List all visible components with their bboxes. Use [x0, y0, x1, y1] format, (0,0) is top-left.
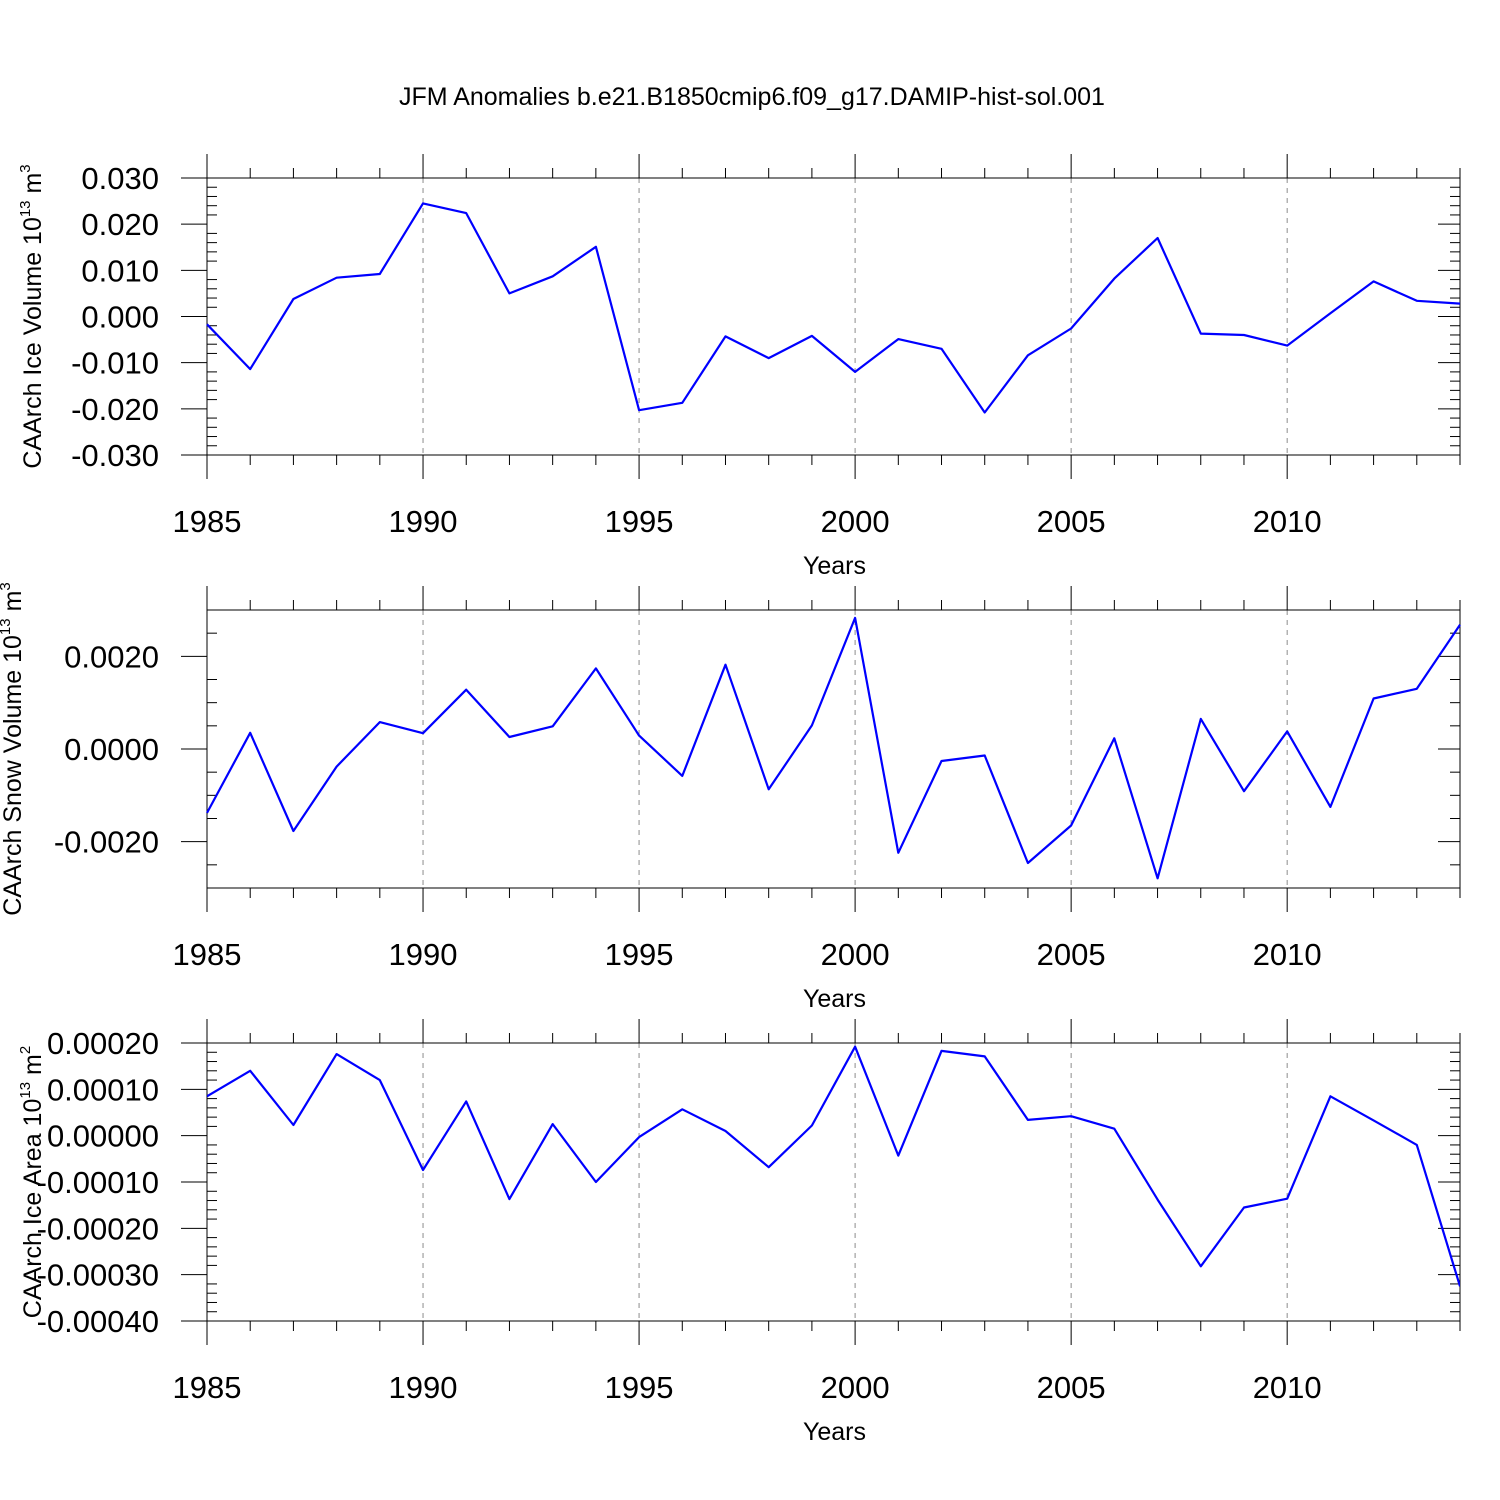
y-axis-title-unit: m [0, 591, 27, 619]
y-tick-label: 0.0020 [64, 639, 159, 674]
x-tick-label: 1995 [605, 1370, 674, 1405]
x-axis-title: Years [803, 985, 866, 1013]
y-tick-label: 0.00000 [47, 1119, 159, 1154]
series-line [206, 202, 1461, 414]
y-axis-title-unit-exp: 3 [0, 582, 14, 590]
plot-frame [206, 609, 1461, 889]
plot-frame [206, 177, 1461, 456]
x-tick-label: 2010 [1253, 504, 1322, 539]
y-axis-title-exp: 13 [17, 1082, 34, 1099]
figure-title: JFM Anomalies b.e21.B1850cmip6.f09_g17.D… [399, 83, 1105, 111]
y-tick-label: -0.00040 [37, 1304, 159, 1339]
y-tick-label: 0.0000 [64, 732, 159, 767]
y-axis-title-exp: 13 [0, 618, 14, 635]
x-tick-label: 1985 [173, 937, 242, 972]
x-tick-label: 1985 [173, 1370, 242, 1405]
x-tick-label: 1995 [605, 504, 674, 539]
y-axis-title-exp: 13 [17, 200, 34, 217]
y-tick-label: -0.0020 [54, 825, 159, 860]
y-tick-label: -0.030 [71, 438, 159, 473]
y-tick-label: 0.010 [81, 253, 159, 288]
x-tick-label: 2000 [821, 1370, 890, 1405]
x-axis-title: Years [803, 1418, 866, 1446]
x-tick-label: 2010 [1253, 937, 1322, 972]
x-tick-label: 1990 [389, 937, 458, 972]
x-tick-label: 2000 [821, 504, 890, 539]
y-axis-title-main: CAArch Snow Volume 10 [0, 635, 27, 916]
series-line [206, 616, 1461, 880]
y-tick-label: -0.00010 [37, 1165, 159, 1200]
y-tick-label: -0.00020 [37, 1211, 159, 1246]
x-tick-label: 1995 [605, 937, 674, 972]
y-tick-label: -0.020 [71, 392, 159, 427]
x-tick-label: 1990 [389, 504, 458, 539]
x-tick-label: 2005 [1037, 504, 1106, 539]
y-tick-label: 0.000 [81, 300, 159, 335]
x-tick-label: 2000 [821, 937, 890, 972]
panel-1: -0.030 -0.020 -0.010 0.000 0.010 0.020 0.030 19… [17, 154, 1461, 580]
panel-3: -0.00040 -0.00030 -0.00020 -0.00010 0.00000 0… [17, 1019, 1461, 1446]
x-tick-label: 2005 [1037, 1370, 1106, 1405]
x-tick-label: 1985 [173, 504, 242, 539]
x-tick-label: 2010 [1253, 1370, 1322, 1405]
y-axis-title-unit-exp: 3 [17, 164, 34, 172]
y-axis-title-main: CAArch Ice Area 10 [19, 1099, 47, 1319]
x-tick-label: 2005 [1037, 937, 1106, 972]
y-tick-label: 0.00020 [47, 1026, 159, 1061]
x-axis-title: Years [803, 552, 866, 580]
panels: -0.030 -0.020 -0.010 0.000 0.010 0.020 0.030 19… [0, 154, 1461, 1446]
y-axis-title-unit: m [19, 1054, 47, 1082]
y-axis-title: CAArch Ice Volume 1013 m3 [17, 164, 47, 468]
y-axis-title-main: CAArch Ice Volume 10 [19, 217, 47, 469]
y-tick-label: -0.00030 [37, 1258, 159, 1293]
y-axis-title: CAArch Ice Area 1013 m2 [17, 1046, 47, 1318]
y-axis-title-unit-exp: 2 [17, 1046, 34, 1054]
y-axis-title-unit: m [19, 173, 47, 201]
series-line [207, 1045, 1460, 1287]
y-axis-title: CAArch Snow Volume 1013 m3 [0, 582, 27, 916]
y-tick-label: -0.010 [71, 346, 159, 381]
panel-2: -0.0020 0.0000 0.0020 1985 1990 1995 2000 2005 2… [0, 582, 1461, 1013]
y-tick-label: 0.020 [81, 207, 159, 242]
y-tick-label: 0.00010 [47, 1072, 159, 1107]
x-tick-label: 1990 [389, 1370, 458, 1405]
y-tick-label: 0.030 [81, 161, 159, 196]
